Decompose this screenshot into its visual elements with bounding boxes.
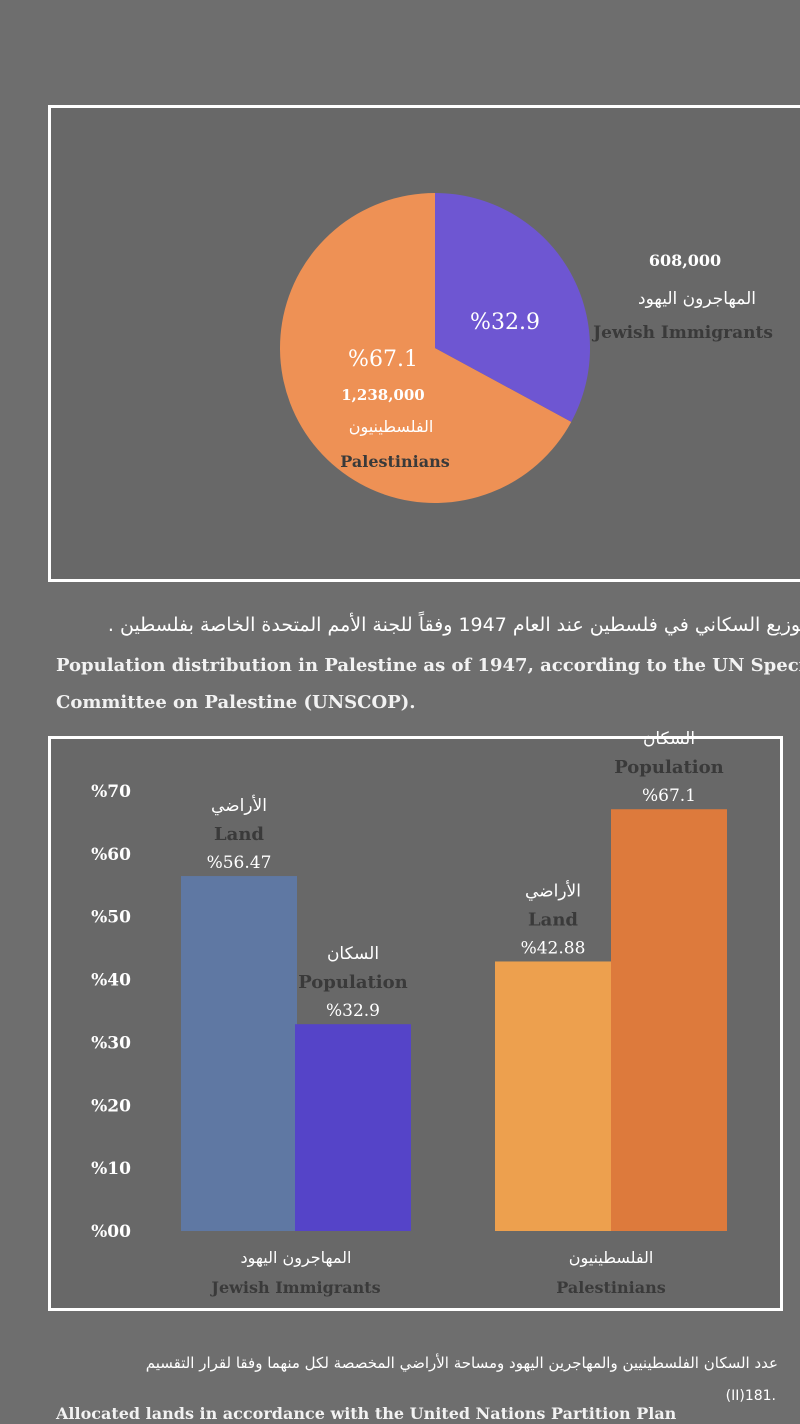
bar-land-value-label: %56.47 [207, 853, 272, 873]
y-tick-label: %40 [91, 971, 131, 991]
bar-population-label-en: Population [298, 972, 407, 993]
pie-jewish-label-ar: المهاجرون اليهود [638, 289, 756, 309]
pie-palestinians-pct: %67.1 [348, 347, 418, 372]
pie-chart: %67.1 1,238,000 الفلسطينيون Palestinians… [280, 192, 773, 503]
bar-chart-panel: %70 %60 %50 %40 %30 %20 %10 %00 الأراضي Land %56.4… [48, 729, 783, 1311]
y-tick-label: %00 [91, 1222, 131, 1242]
y-tick-label: %10 [91, 1159, 131, 1179]
bar-population [295, 1024, 411, 1231]
bar-chart: %70 %60 %50 %40 %30 %20 %10 %00 الأراضي Land %56.4… [91, 729, 727, 1297]
pie-slice-jewish-immigrants [435, 193, 590, 422]
bar-land [181, 876, 297, 1231]
bar-population-value-label: %32.9 [326, 1001, 380, 1021]
pie-palestinians-label-en: Palestinians [340, 452, 449, 471]
category-label-en: Palestinians [556, 1278, 665, 1297]
caption-population-ar: توزيع السكاني في فلسطين عند العام 1947 و… [107, 614, 800, 636]
bar-population-label-ar: السكان [643, 729, 695, 749]
pie-jewish-label-en: Jewish Immigrants [591, 323, 773, 343]
bar-population-label-en: Population [614, 757, 723, 778]
y-tick-label: %50 [91, 908, 131, 928]
y-tick-label: %60 [91, 845, 131, 865]
caption-land-ar: عدد السكان الفلسطينيين والمهاجرين اليهود… [145, 1354, 778, 1372]
pie-slice-palestinians [280, 192, 572, 503]
category-label-en: Jewish Immigrants [209, 1278, 380, 1297]
y-tick-label: %70 [91, 782, 131, 802]
bar-land [495, 961, 611, 1231]
bar-land-label-ar: الأراضي [211, 795, 267, 816]
caption-population-en-line2: Committee on Palestine (UNSCOP). [56, 692, 416, 713]
pie-chart-panel: %67.1 1,238,000 الفلسطينيون Palestinians… [48, 105, 800, 582]
caption-land-ar-line2: (II)181. [725, 1388, 776, 1404]
bar-land-label-en: Land [528, 909, 578, 930]
y-tick-label: %20 [91, 1096, 131, 1116]
bar-land-label-ar: الأراضي [525, 880, 581, 901]
bar-population-value-label: %67.1 [642, 786, 696, 806]
pie-palestinians-count: 1,238,000 [341, 386, 425, 404]
bar-population-label-ar: السكان [327, 944, 379, 964]
bar-population [611, 809, 727, 1231]
pie-jewish-count: 608,000 [649, 251, 721, 270]
caption-land-en: Allocated lands in accordance with the U… [56, 1404, 677, 1423]
caption-population-en-line1: Population distribution in Palestine as … [56, 655, 800, 676]
pie-jewish-pct: %32.9 [470, 310, 540, 335]
bar-land-value-label: %42.88 [521, 938, 586, 958]
pie-palestinians-label-ar: الفلسطينيون [349, 417, 434, 437]
y-tick-label: %30 [91, 1033, 131, 1053]
category-label-ar: الفلسطينيون [569, 1248, 654, 1268]
bar-land-label-en: Land [214, 824, 264, 845]
category-label-ar: المهاجرون اليهود [240, 1248, 351, 1268]
